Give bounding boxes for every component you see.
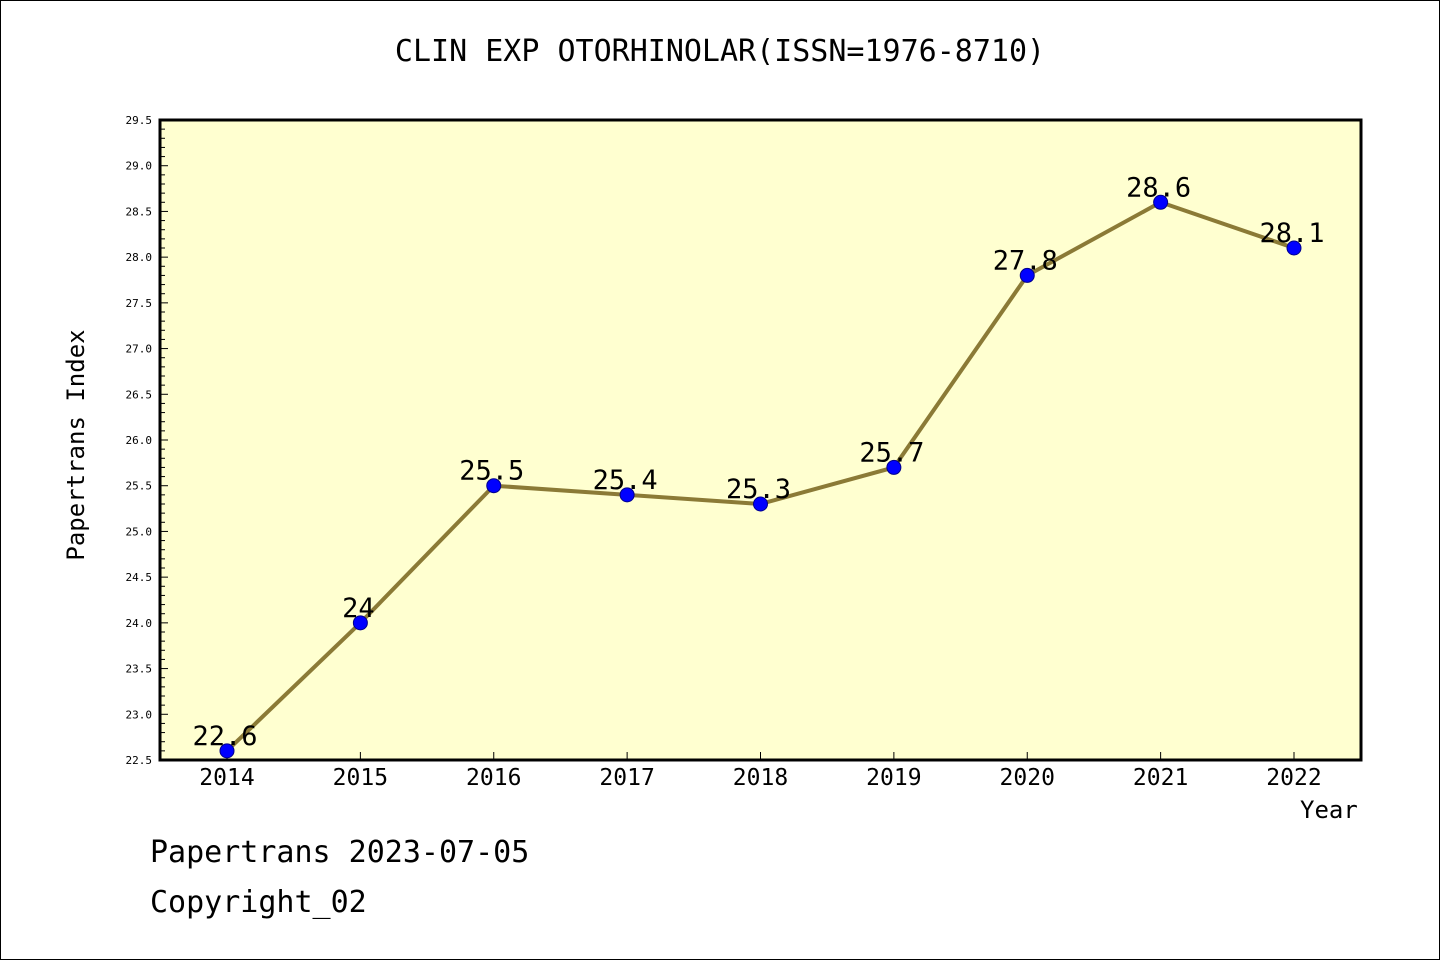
- x-tick-label: 2022: [1266, 765, 1321, 791]
- x-tick-label: 2016: [466, 765, 521, 791]
- y-tick-label: 26.5: [126, 388, 153, 401]
- plot-area: [160, 120, 1361, 760]
- data-point: [619, 487, 635, 503]
- y-tick-label: 29.5: [126, 114, 153, 127]
- y-tick-label: 23.5: [126, 663, 153, 676]
- y-tick-label: 27.5: [126, 297, 153, 310]
- x-tick-label: 2021: [1133, 765, 1188, 791]
- x-axis-label: Year: [1300, 796, 1358, 824]
- y-tick-label: 26.0: [126, 434, 153, 447]
- y-tick-label: 28.0: [126, 251, 153, 264]
- data-label: 25.7: [859, 437, 924, 468]
- data-label: 24: [342, 593, 375, 624]
- data-label: 25.4: [593, 465, 658, 496]
- data-point: [352, 615, 368, 631]
- y-tick-label: 25.5: [126, 480, 153, 493]
- footer-copyright: Copyright_02: [150, 885, 367, 920]
- x-tick-label: 2015: [333, 765, 388, 791]
- x-tick-label: 2018: [733, 765, 788, 791]
- plot-border: [158, 118, 1363, 762]
- chart-title: CLIN EXP OTORHINOLAR(ISSN=1976-8710): [394, 34, 1046, 69]
- data-label: 25.5: [459, 456, 524, 487]
- data-point: [1019, 267, 1035, 283]
- y-tick-label: 25.0: [126, 525, 153, 538]
- data-label: 28.6: [1126, 172, 1191, 203]
- x-tick-label: 2019: [866, 765, 921, 791]
- data-point: [886, 459, 902, 475]
- y-tick-label: 24.0: [126, 617, 153, 630]
- y-tick-label: 27.0: [126, 343, 153, 356]
- data-point: [1286, 240, 1302, 256]
- data-point: [753, 496, 768, 512]
- data-label: 22.6: [192, 721, 257, 752]
- data-label: 25.3: [726, 474, 791, 505]
- x-tick-label: 2014: [199, 765, 254, 791]
- y-tick-label: 28.5: [126, 205, 153, 218]
- footer-date: Papertrans 2023-07-05: [150, 835, 530, 870]
- data-point: [1153, 194, 1169, 210]
- x-tick-label: 2017: [599, 765, 654, 791]
- y-tick-label: 22.5: [126, 754, 153, 767]
- y-tick-label: 29.0: [126, 160, 153, 173]
- data-label: 27.8: [993, 245, 1058, 276]
- y-tick-label: 23.0: [126, 708, 153, 721]
- x-tick-label: 2020: [1000, 765, 1055, 791]
- y-tick-label: 24.5: [126, 571, 153, 584]
- data-label: 28.1: [1259, 218, 1324, 249]
- data-point: [219, 743, 235, 759]
- data-point: [486, 478, 502, 494]
